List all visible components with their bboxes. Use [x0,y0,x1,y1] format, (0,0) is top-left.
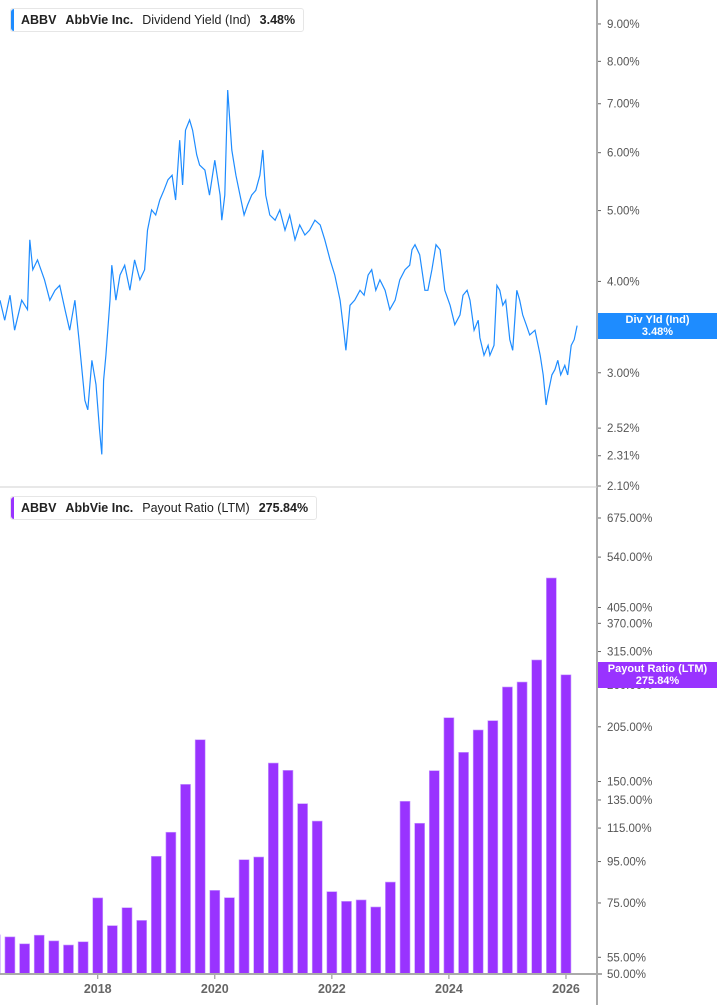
legend-metric: Dividend Yield (Ind) [142,13,251,27]
x-tick-label: 2018 [84,982,112,996]
y-tick-label: 55.00% [607,952,646,964]
x-tick-label: 2020 [201,982,229,996]
y-tick-label: 150.00% [607,777,652,789]
y-tick-label: 50.00% [607,969,646,981]
legend-value: 275.84% [258,501,309,515]
payout-bar [546,577,557,975]
payout-bar [150,855,162,975]
payout-bar [414,822,425,975]
payout-bar [209,890,221,975]
x-tick-label: 2024 [435,982,463,996]
payout-bar [63,944,74,975]
payout-bar [311,820,323,975]
y-tick-label: 540.00% [607,552,652,564]
payout-bar [443,717,455,975]
yield-last-value-flag: Div Yld (Ind) 3.48% [598,313,717,339]
legend-company: AbbVie Inc. [65,501,134,515]
y-tick-label: 8.00% [607,56,640,68]
payout-bar [194,739,206,975]
yield-line [0,89,578,455]
payout-bar [77,941,89,975]
legend-value: 3.48% [259,13,296,27]
payout-bar [4,936,16,975]
x-axis: 2018 2020 2022 2024 2026 [84,974,580,996]
payout-bar [370,906,382,975]
flag-value: 275.84% [635,675,680,687]
payout-bar [121,907,133,975]
payout-bar [560,674,572,975]
payout-bars [0,577,572,975]
payout-last-value-flag: Payout Ratio (LTM) 275.84% [598,662,717,688]
payout-bar [355,899,367,975]
flag-label: Payout Ratio (LTM) [607,663,708,675]
y-tick-label: 2.10% [607,481,640,493]
payout-bar [180,784,191,975]
payout-bar [502,686,513,975]
legend-ticker: ABBV [21,501,57,515]
payout-bar [385,881,396,975]
payout-bar [238,859,250,975]
yield-legend-color [11,9,14,31]
y-tick-label: 2.31% [607,451,640,463]
flag-label: Div Yld (Ind) [625,314,690,326]
y-tick-label: 405.00% [607,603,652,615]
y-tick-label: 6.00% [607,148,640,160]
y-tick-label: 315.00% [607,647,652,659]
y-tick-label: 9.00% [607,19,640,31]
x-tick-label: 2022 [318,982,346,996]
payout-bar [92,897,104,975]
yield-legend: ABBV AbbVie Inc. Dividend Yield (Ind) 3.… [10,8,305,32]
payout-bar [107,925,118,975]
legend-company: AbbVie Inc. [65,13,134,27]
payout-bar [531,659,543,975]
y-tick-label: 4.00% [607,276,640,288]
y-tick-label: 5.00% [607,206,640,218]
payout-bar [399,800,411,975]
payout-legend: ABBV AbbVie Inc. Payout Ratio (LTM) 275.… [10,496,318,520]
y-tick-label: 135.00% [607,795,652,807]
y-tick-label: 2.52% [607,423,640,435]
payout-bar [253,856,264,975]
payout-bar [428,770,440,975]
yield-axis: 9.00% 8.00% 7.00% 6.00% 5.00% 4.00% 3.00% 2.52%… [597,19,640,493]
payout-bar [326,891,338,975]
y-tick-label: 7.00% [607,99,640,111]
payout-bar [472,729,484,975]
y-tick-label: 370.00% [607,618,652,630]
payout-bar [487,720,499,975]
y-tick-label: 3.00% [607,368,640,380]
payout-bar [516,681,528,975]
payout-bar [268,762,279,975]
payout-bar [341,901,352,975]
y-tick-label: 205.00% [607,722,652,734]
payout-bar [19,943,30,975]
y-tick-label: 75.00% [607,898,646,910]
payout-bar [224,897,235,975]
payout-bar [297,803,308,975]
legend-metric: Payout Ratio (LTM) [142,501,250,515]
payout-legend-color [11,497,14,519]
y-tick-label: 115.00% [607,823,652,835]
flag-value: 3.48% [641,326,674,338]
payout-bar [33,934,45,975]
payout-bar [48,940,60,975]
legend-ticker: ABBV [21,13,57,27]
y-tick-label: 675.00% [607,513,652,525]
payout-axis: 675.00%540.00%405.00%370.00%315.00%260.0… [597,513,652,981]
x-tick-label: 2026 [552,982,580,996]
payout-bar [165,831,177,975]
y-tick-label: 95.00% [607,857,646,869]
payout-bar [458,752,469,975]
payout-bar [282,770,294,975]
payout-bar [136,920,147,975]
